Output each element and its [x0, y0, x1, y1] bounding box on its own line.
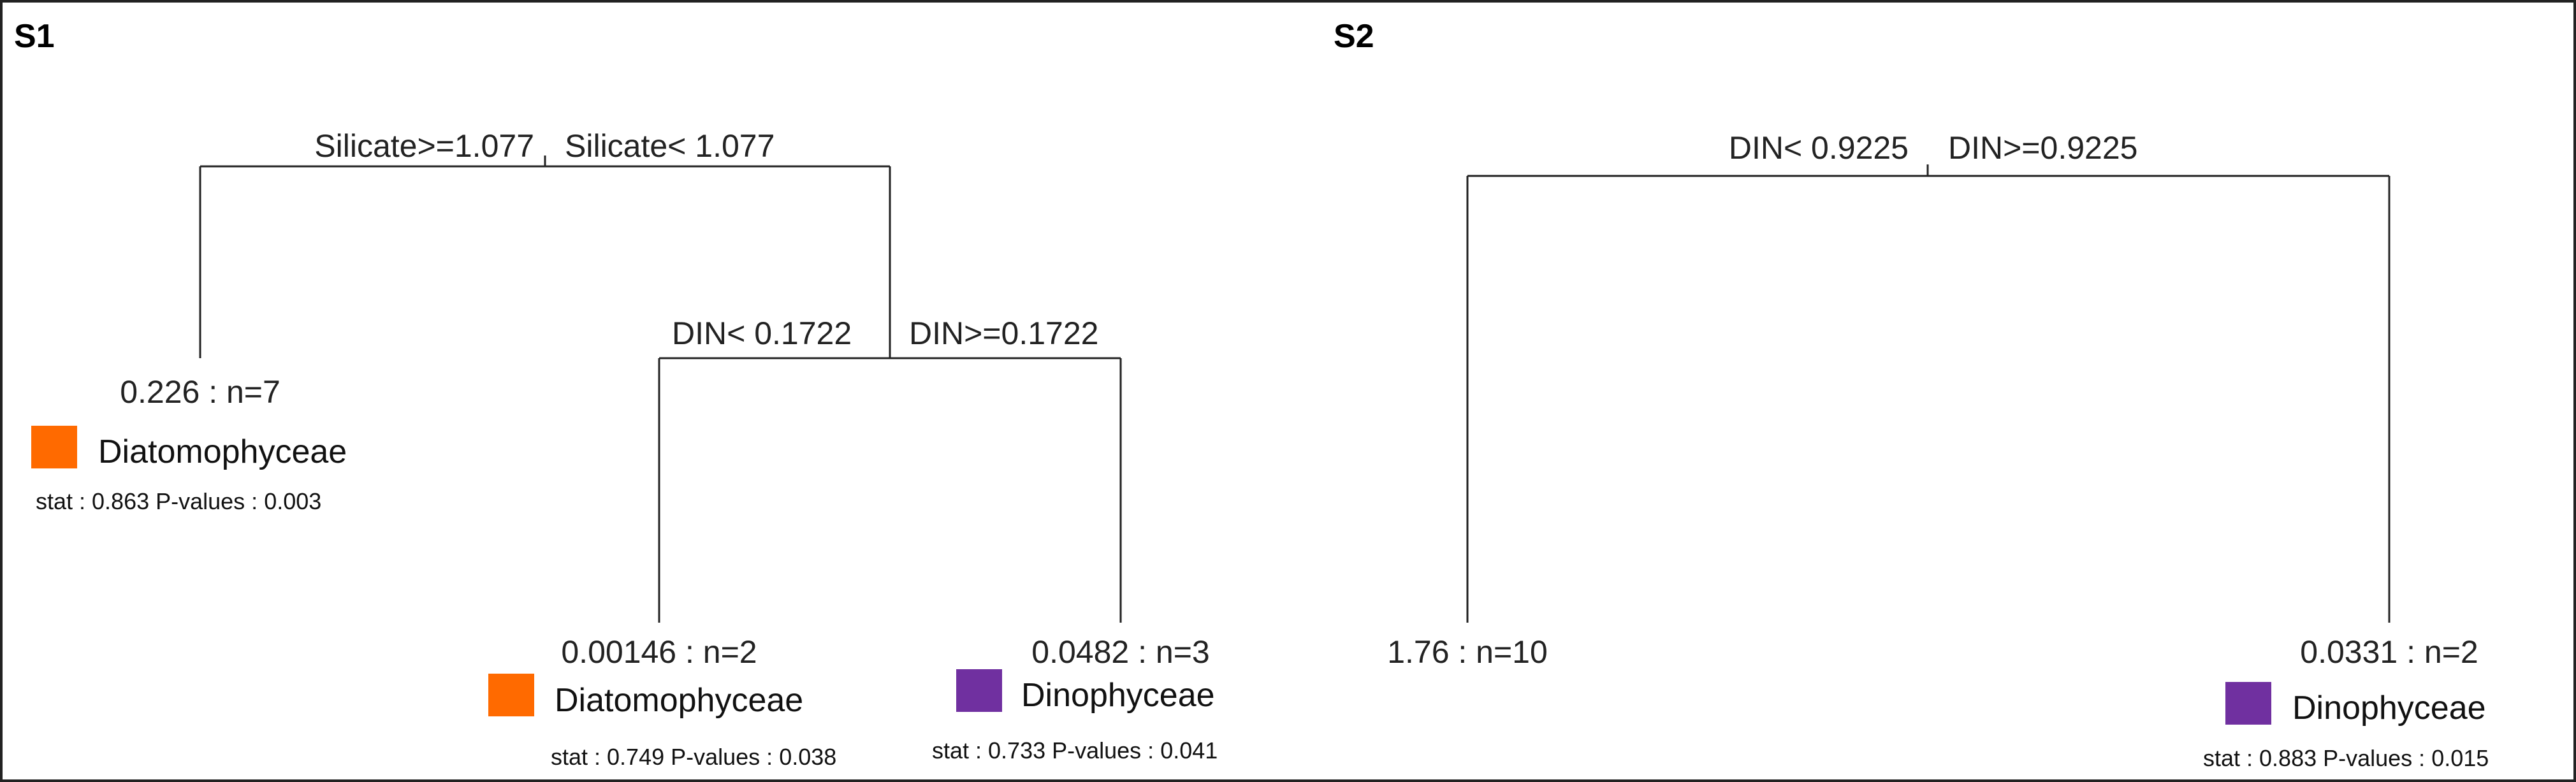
s1-leaf1-stat: stat : 0.863 P-values : 0.003 [36, 488, 321, 514]
s2-leaf2-taxon: Dinophyceae [2292, 690, 2486, 727]
s1-leaf1-value: 0.226 : n=7 [120, 374, 280, 410]
s1-leaf3-value: 0.0482 : n=3 [1031, 634, 1209, 670]
panel-s1: S1 Silicate>=1.077 Silicate< 1.077 DIN< … [14, 18, 1218, 770]
s1-leaf1-taxon: Diatomophyceae [98, 433, 347, 470]
panel-label-s1: S1 [14, 18, 55, 55]
s2-root-left-label: DIN< 0.9225 [1729, 130, 1909, 166]
s1-inner-left-label: DIN< 0.1722 [672, 315, 852, 351]
panel-s2: S2 DIN< 0.9225 DIN>=0.9225 1.76 : n=10 0… [1334, 18, 2489, 771]
tree-diagrams: S1 Silicate>=1.077 Silicate< 1.077 DIN< … [14, 18, 2489, 771]
s2-root-right-label: DIN>=0.9225 [1948, 130, 2137, 166]
s2-leaf2-swatch [2225, 682, 2271, 725]
panel-label-s2: S2 [1334, 18, 1374, 55]
s2-leaf2-value: 0.0331 : n=2 [2300, 634, 2478, 670]
s1-leaf2-stat: stat : 0.749 P-values : 0.038 [551, 744, 836, 770]
s2-leaf1-value: 1.76 : n=10 [1387, 634, 1548, 670]
s1-leaf3-swatch [956, 669, 1002, 712]
s1-leaf2-value: 0.00146 : n=2 [561, 634, 757, 670]
s1-root-left-label: Silicate>=1.077 [314, 128, 534, 164]
s1-leaf1-swatch [31, 426, 77, 468]
s1-root-right-label: Silicate< 1.077 [565, 128, 775, 164]
s1-leaf2-taxon: Diatomophyceae [555, 682, 803, 719]
s2-leaf2-stat: stat : 0.883 P-values : 0.015 [2203, 745, 2489, 771]
s1-inner-right-label: DIN>=0.1722 [909, 315, 1098, 351]
s1-leaf3-taxon: Dinophyceae [1021, 677, 1215, 714]
s1-leaf2-swatch [488, 674, 534, 716]
s1-leaf3-stat: stat : 0.733 P-values : 0.041 [932, 737, 1218, 764]
